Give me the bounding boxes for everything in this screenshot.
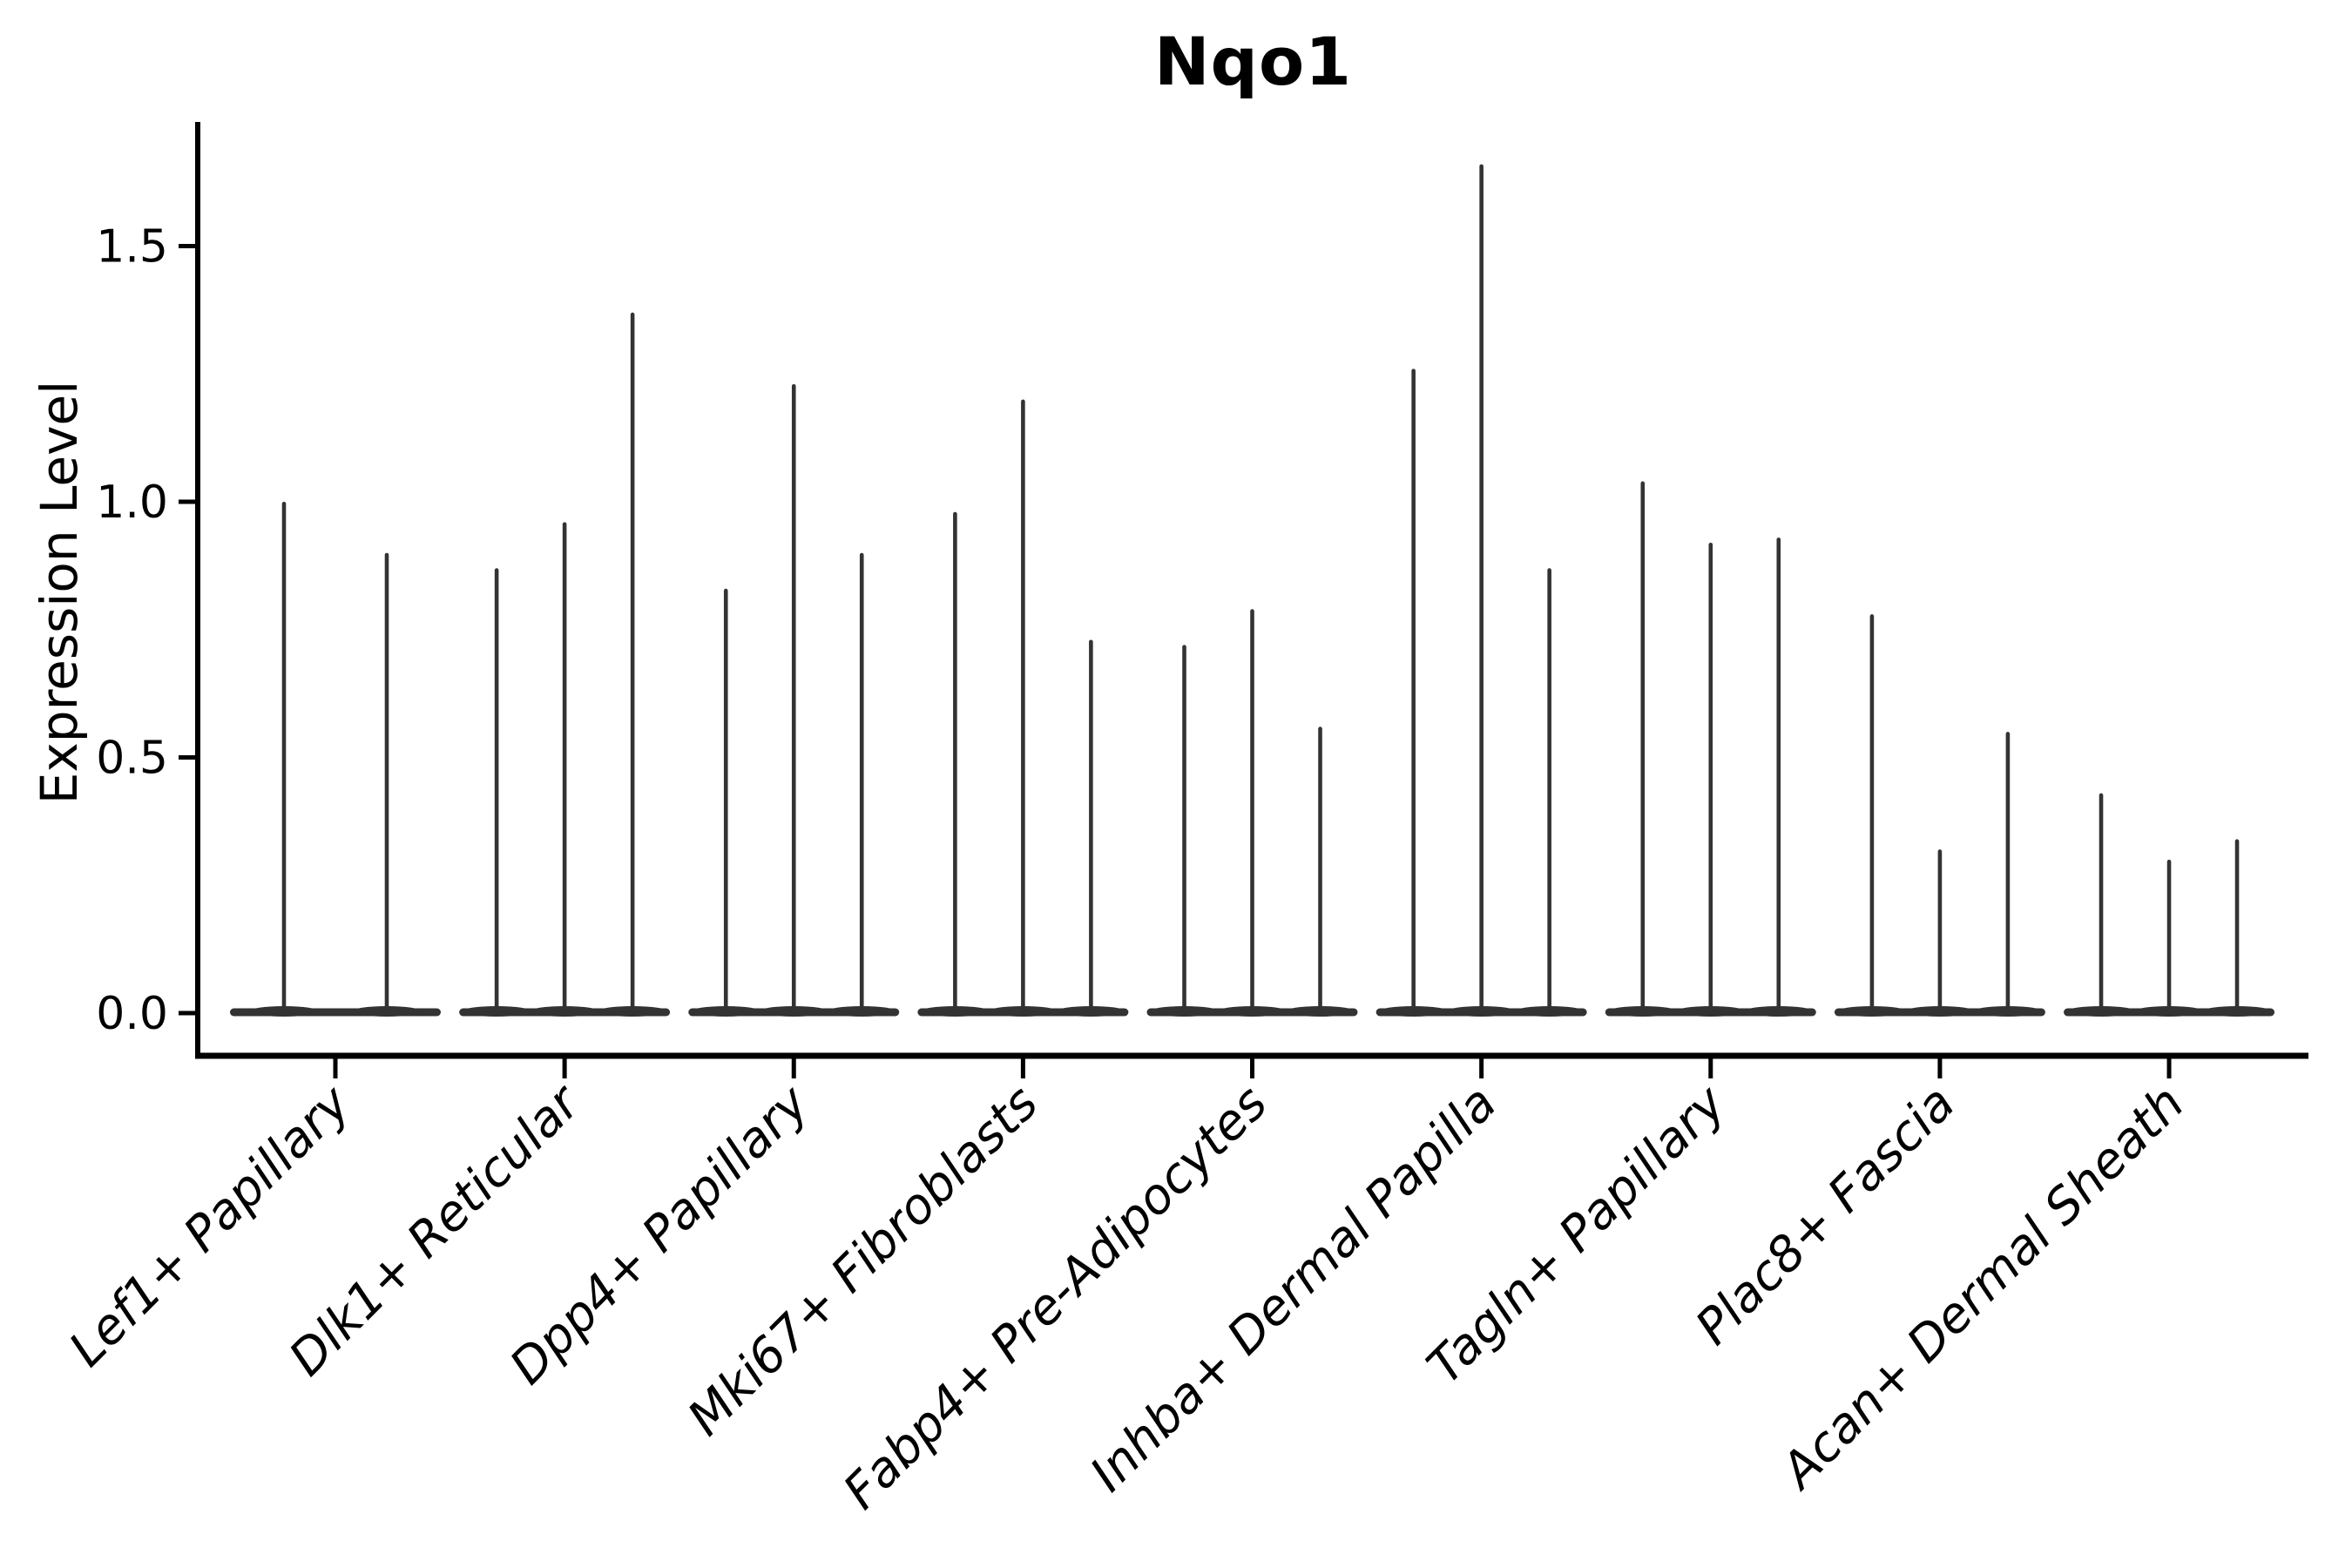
violin-spike <box>1089 639 1093 1015</box>
violin-spike <box>791 383 796 1015</box>
violin-spike <box>1869 614 1875 1015</box>
violin-spike <box>281 502 287 1015</box>
violin-spike <box>1776 537 1781 1015</box>
violin-spike <box>2099 793 2104 1015</box>
violin-spike <box>384 552 389 1015</box>
violin-spike <box>1937 849 1943 1015</box>
violin-spike <box>630 312 635 1015</box>
violin-spike <box>1547 568 1551 1015</box>
violin-spike <box>2005 732 2011 1015</box>
violin-spike <box>1411 368 1416 1015</box>
violin-spike <box>1250 609 1254 1015</box>
violin-spike <box>562 522 567 1015</box>
violin-spike <box>723 588 728 1015</box>
violin-spike <box>494 568 499 1015</box>
violin-spike <box>1640 481 1646 1015</box>
violin-spike <box>2166 859 2172 1015</box>
x-tick-label: Acan+ Dermal Sheath <box>1769 1075 2195 1501</box>
y-tick-label: 0.0 <box>96 988 168 1040</box>
violin-spike <box>953 511 957 1015</box>
violin-spike <box>1708 542 1713 1015</box>
x-tick-label: Fabp4+ Pre-Adipocytes <box>833 1075 1278 1520</box>
violin-spike <box>1318 727 1322 1015</box>
x-tick-label: Inhba+ Dermal Papilla <box>1079 1075 1507 1503</box>
y-tick-label: 0.5 <box>96 733 168 785</box>
violin-spike <box>2234 839 2240 1015</box>
violin-spike <box>1182 645 1186 1015</box>
violin-spike <box>859 552 864 1015</box>
chart-title: Nqo1 <box>1153 23 1353 100</box>
violin-spike <box>1479 164 1484 1015</box>
y-tick-label: 1.5 <box>96 221 168 274</box>
violin-spike <box>1021 399 1025 1016</box>
y-tick-label: 1.0 <box>96 476 168 529</box>
